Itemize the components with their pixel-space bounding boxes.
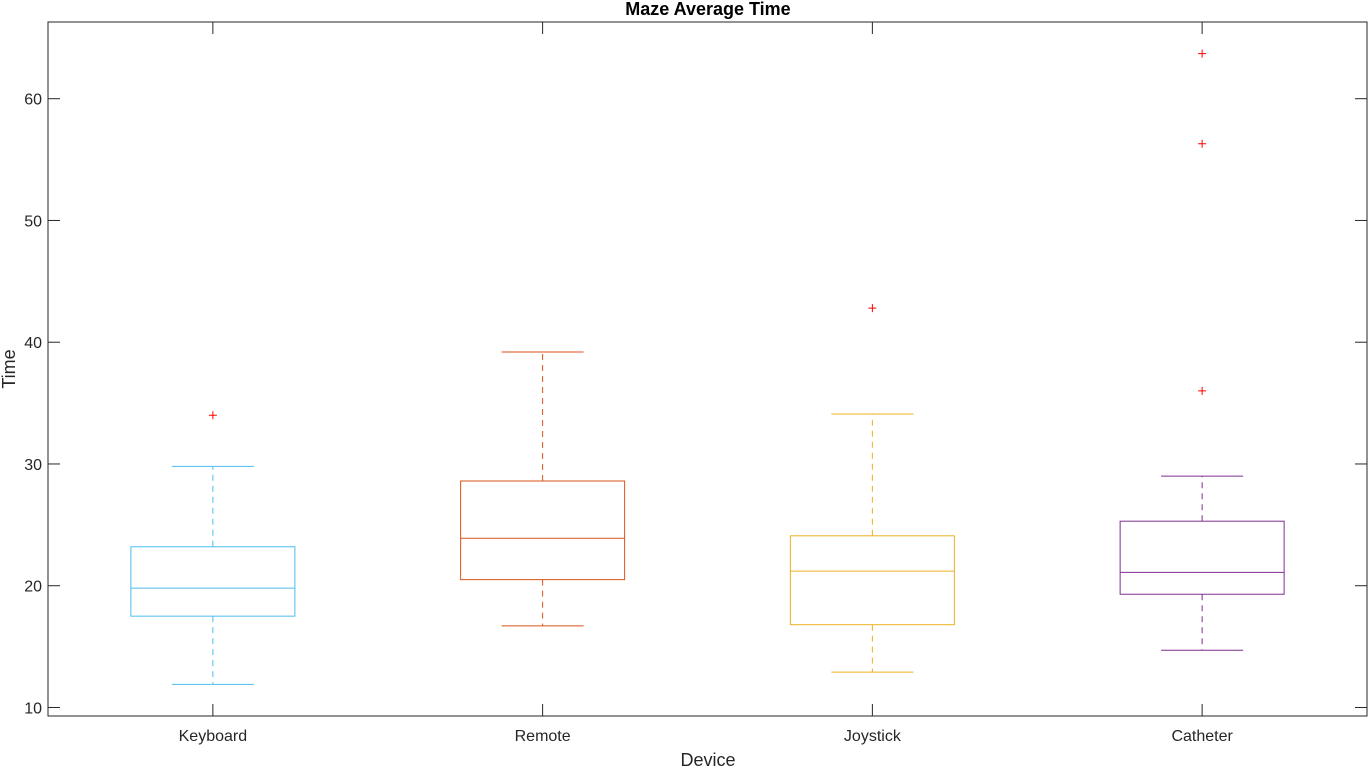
plot-area-frame [47,21,1368,717]
chart-marks: 10 20 30 40 50 60 Keyboard Remote Joystick Cathet… [24,22,1367,745]
y-tick-label: 60 [24,92,42,109]
y-tick-label: 40 [24,335,42,352]
joystick-outlier-marker [868,304,877,313]
joystick-box [789,535,955,626]
catheter-outlier-marker [1198,139,1207,148]
catheter-outlier-marker [1198,49,1207,58]
keyboard-outlier-marker [208,411,217,420]
x-tick-label: Catheter [1171,728,1233,745]
x-tick-label: Remote [515,728,571,745]
catheter-box [1119,520,1285,595]
remote-box [460,480,626,581]
y-tick-label: 10 [24,700,42,717]
x-tick-label: Joystick [844,728,902,745]
chart-title: Maze Average Time [625,0,790,19]
y-tick-label: 50 [24,213,42,230]
x-tick-label: Keyboard [179,728,248,745]
catheter-outlier-marker [1198,386,1207,395]
y-tick-label: 30 [24,457,42,474]
y-tick-label: 20 [24,579,42,596]
keyboard-box [130,546,296,617]
y-axis-label: Time [0,349,19,388]
x-axis-label: Device [680,750,735,768]
